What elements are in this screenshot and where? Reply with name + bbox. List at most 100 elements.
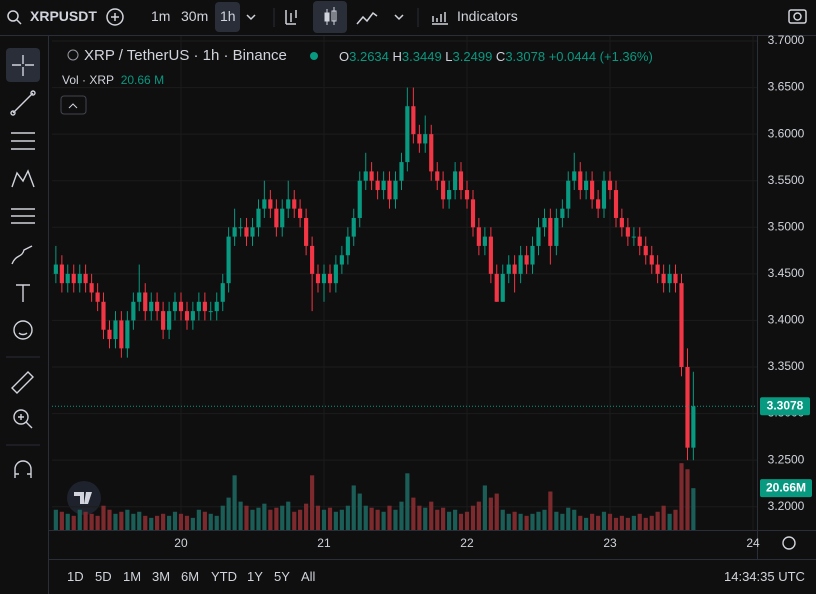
volume-bar [548, 491, 553, 530]
volume-bar [65, 513, 70, 530]
volume-bar [584, 517, 589, 530]
collapse-icon [68, 103, 78, 109]
candle-body [107, 329, 112, 340]
candle-body [441, 180, 446, 200]
volume-bar [149, 517, 154, 530]
candle-body [405, 106, 410, 163]
candle-body [220, 283, 225, 302]
candle-body [345, 236, 350, 256]
volume-bar [345, 505, 350, 530]
magnet-tool[interactable] [14, 460, 32, 478]
add-symbol[interactable] [106, 8, 124, 26]
candle-body [536, 227, 541, 246]
volume-bar [381, 511, 386, 530]
indicators-icon[interactable] [432, 12, 448, 25]
volume-bar [250, 509, 255, 530]
candles-button[interactable] [313, 1, 347, 33]
candle-body [83, 273, 88, 284]
ohlc-label: L [445, 49, 453, 64]
candle-body [95, 292, 100, 302]
volume-legend: Vol · XRP 20.66 M [62, 73, 164, 87]
volume-bar [423, 507, 428, 530]
volume-bar [190, 517, 195, 530]
volume-bar [464, 511, 470, 530]
crosshair-tool[interactable] [6, 48, 40, 82]
volume-bar [369, 507, 374, 530]
candle-body [470, 199, 476, 228]
volume-bar [143, 515, 148, 530]
x-tick-label: 22 [460, 536, 474, 550]
symbol[interactable]: XRPUSDT [30, 8, 97, 24]
ohlc: O3.2634 H3.3449 L3.2499 C3.3078 +0.0444 … [339, 49, 653, 64]
candle-body [393, 180, 398, 200]
range[interactable]: 1M [123, 569, 142, 584]
candle-body [679, 283, 684, 367]
collapse-legend[interactable] [60, 95, 87, 115]
interval[interactable]: 30m [181, 8, 209, 24]
volume-bar [53, 509, 58, 530]
candle-body [423, 134, 428, 144]
volume-bar [339, 509, 344, 530]
volume-bar [518, 513, 523, 530]
candle-body [601, 180, 607, 209]
candle-body [327, 273, 333, 284]
icon-tool[interactable] [13, 320, 33, 340]
candle-body [214, 301, 219, 312]
x-tick-label: 21 [317, 536, 331, 550]
market-status [310, 52, 318, 60]
interval[interactable]: 1h [220, 8, 236, 24]
text-tool[interactable] [16, 284, 30, 302]
volume-bar [685, 469, 690, 530]
chart-type[interactable] [356, 11, 378, 25]
volume-bar [208, 513, 213, 530]
volume-bar [351, 485, 356, 530]
volume-bar [578, 515, 583, 530]
volume-bar [399, 501, 404, 530]
indicators[interactable]: Indicators [457, 8, 518, 24]
range[interactable]: 1Y [247, 569, 263, 584]
bar-style[interactable] [285, 10, 297, 25]
ohlc-label: H [392, 49, 402, 64]
fib-tool[interactable] [11, 132, 35, 150]
volume-bar [77, 509, 82, 530]
candle-body [250, 227, 255, 237]
range[interactable]: 5Y [274, 569, 290, 584]
volume-bar [310, 475, 315, 530]
range[interactable]: 5D [95, 569, 112, 584]
candle-body [351, 217, 356, 237]
volume-bar [554, 511, 559, 530]
projection-tool[interactable] [11, 208, 35, 224]
candle-body [113, 320, 118, 340]
range[interactable]: YTD [211, 569, 237, 584]
volume-bar [607, 513, 613, 530]
search-icon[interactable] [7, 10, 19, 22]
pattern-tool[interactable] [11, 169, 35, 188]
range[interactable]: 6M [181, 569, 200, 584]
volume-bar [315, 505, 321, 530]
volume-bar [488, 497, 493, 530]
candle-body [691, 406, 696, 448]
interval[interactable]: 1m [151, 8, 171, 24]
top-bar [0, 0, 816, 35]
interval-menu[interactable] [246, 14, 256, 21]
trend-line-tool[interactable] [12, 92, 34, 114]
range[interactable]: 1D [67, 569, 84, 584]
volume-bar [596, 515, 601, 530]
candle-body [435, 171, 440, 181]
axis-settings[interactable] [782, 536, 796, 550]
candle-body [619, 217, 624, 228]
measure-tool[interactable] [11, 371, 34, 394]
candle-body [512, 264, 517, 274]
candle-body [482, 236, 487, 246]
chart-type-menu[interactable] [394, 14, 404, 21]
volume-bar [131, 513, 136, 530]
zoom-tool[interactable] [13, 409, 29, 425]
brush-tool[interactable] [11, 245, 33, 265]
y-tick-label: 3.5000 [768, 219, 805, 233]
range[interactable]: 3M [152, 569, 171, 584]
range[interactable]: All [301, 569, 316, 584]
snapshot[interactable] [788, 9, 807, 24]
candle-body [131, 301, 136, 321]
candle-body [667, 273, 672, 284]
volume-bar [655, 511, 660, 530]
